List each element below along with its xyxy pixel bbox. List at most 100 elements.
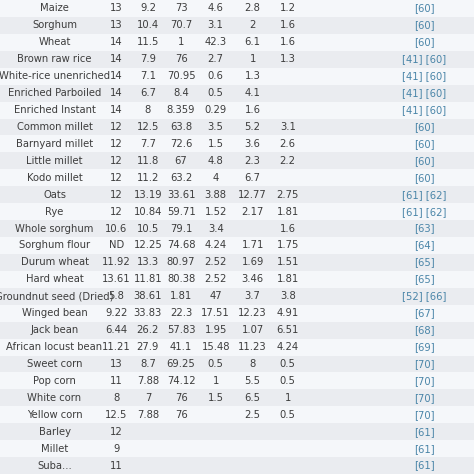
Text: [41] [60]: [41] [60] (402, 105, 447, 115)
Text: 1.6: 1.6 (280, 37, 296, 47)
Text: Hard wheat: Hard wheat (26, 274, 83, 284)
Text: Barley: Barley (38, 427, 71, 437)
Text: 7.9: 7.9 (140, 54, 156, 64)
Text: 80.38: 80.38 (167, 274, 195, 284)
Text: 13: 13 (110, 359, 122, 369)
Text: 3.4: 3.4 (208, 224, 224, 234)
Text: 1.81: 1.81 (277, 207, 299, 217)
Text: 42.3: 42.3 (205, 37, 227, 47)
Text: [68]: [68] (414, 325, 435, 335)
Text: 12.25: 12.25 (134, 240, 162, 250)
Text: 12: 12 (110, 173, 122, 183)
Text: 1.52: 1.52 (204, 207, 227, 217)
Text: 12: 12 (110, 190, 122, 200)
Text: 38.61: 38.61 (134, 291, 162, 301)
Text: 3.5: 3.5 (208, 122, 224, 132)
Text: Barnyard millet: Barnyard millet (16, 139, 93, 149)
Text: 7.1: 7.1 (140, 71, 156, 81)
Text: 13.3: 13.3 (137, 257, 159, 267)
Text: 11.2: 11.2 (137, 173, 159, 183)
Text: 1.81: 1.81 (170, 291, 192, 301)
Text: 11.81: 11.81 (134, 274, 162, 284)
Text: 3.46: 3.46 (242, 274, 264, 284)
Text: 6.44: 6.44 (105, 325, 127, 335)
Bar (0, 203, 474, 220)
Text: 6.7: 6.7 (245, 173, 261, 183)
Text: [60]: [60] (414, 122, 435, 132)
Text: 4.8: 4.8 (208, 156, 224, 166)
Text: 11.21: 11.21 (102, 342, 130, 352)
Text: 4.91: 4.91 (277, 308, 299, 318)
Text: 5.5: 5.5 (245, 376, 261, 386)
Text: Rye: Rye (46, 207, 64, 217)
Text: 63.8: 63.8 (170, 122, 192, 132)
Text: 33.83: 33.83 (134, 308, 162, 318)
Text: Brown raw rice: Brown raw rice (17, 54, 92, 64)
Text: [60]: [60] (414, 173, 435, 183)
Text: 12: 12 (110, 139, 122, 149)
Text: 22.3: 22.3 (170, 308, 192, 318)
Bar (0, 186, 474, 203)
Text: Sweet corn: Sweet corn (27, 359, 82, 369)
Text: 3.88: 3.88 (205, 190, 227, 200)
Text: 7.88: 7.88 (137, 376, 159, 386)
Text: 69.25: 69.25 (167, 359, 195, 369)
Text: 11: 11 (110, 376, 122, 386)
Text: 13: 13 (110, 3, 122, 13)
Text: 4.1: 4.1 (245, 88, 261, 98)
Text: [61]: [61] (414, 444, 435, 454)
Text: 11: 11 (110, 461, 122, 471)
Text: 13.19: 13.19 (134, 190, 162, 200)
Text: 70.95: 70.95 (167, 71, 195, 81)
Text: 6.7: 6.7 (140, 88, 156, 98)
Text: Common millet: Common millet (17, 122, 92, 132)
Text: Groundnut seed (Dried): Groundnut seed (Dried) (0, 291, 114, 301)
Text: [70]: [70] (414, 410, 435, 420)
Text: 3.6: 3.6 (245, 139, 261, 149)
Text: 2.5: 2.5 (245, 410, 261, 420)
Text: [65]: [65] (414, 274, 435, 284)
Text: White corn: White corn (27, 393, 82, 403)
Text: White-rice unenriched: White-rice unenriched (0, 71, 110, 81)
Text: 0.5: 0.5 (208, 359, 224, 369)
Text: 14: 14 (110, 88, 122, 98)
Text: 15.48: 15.48 (201, 342, 230, 352)
Text: Whole sorghum: Whole sorghum (15, 224, 94, 234)
Text: 1.3: 1.3 (280, 54, 296, 64)
Text: 1.81: 1.81 (277, 274, 299, 284)
Text: 1.6: 1.6 (280, 20, 296, 30)
Text: 1: 1 (284, 393, 291, 403)
Text: 8: 8 (145, 105, 151, 115)
Bar (0, 152, 474, 169)
Text: 57.83: 57.83 (167, 325, 195, 335)
Text: 2.17: 2.17 (241, 207, 264, 217)
Bar (0, 17, 474, 34)
Bar (0, 51, 474, 68)
Text: [61]: [61] (414, 427, 435, 437)
Bar (0, 406, 474, 423)
Text: 1.75: 1.75 (276, 240, 299, 250)
Text: 9: 9 (113, 444, 119, 454)
Text: 0.5: 0.5 (280, 376, 296, 386)
Text: Jack bean: Jack bean (30, 325, 79, 335)
Text: 1.51: 1.51 (276, 257, 299, 267)
Text: 11.23: 11.23 (238, 342, 267, 352)
Text: 0.29: 0.29 (205, 105, 227, 115)
Text: [60]: [60] (414, 156, 435, 166)
Bar (0, 338, 474, 356)
Text: 74.68: 74.68 (167, 240, 195, 250)
Text: 0.5: 0.5 (208, 88, 224, 98)
Text: 12: 12 (110, 122, 122, 132)
Text: Millet: Millet (41, 444, 68, 454)
Text: 72.6: 72.6 (170, 139, 192, 149)
Text: [61] [62]: [61] [62] (402, 207, 447, 217)
Text: Suba...: Suba... (37, 461, 72, 471)
Bar (0, 220, 474, 237)
Text: 2.3: 2.3 (245, 156, 261, 166)
Text: 17.51: 17.51 (201, 308, 230, 318)
Text: 9.2: 9.2 (140, 3, 156, 13)
Text: [60]: [60] (414, 20, 435, 30)
Text: 3.7: 3.7 (245, 291, 261, 301)
Text: [61] [62]: [61] [62] (402, 190, 447, 200)
Text: 67: 67 (175, 156, 187, 166)
